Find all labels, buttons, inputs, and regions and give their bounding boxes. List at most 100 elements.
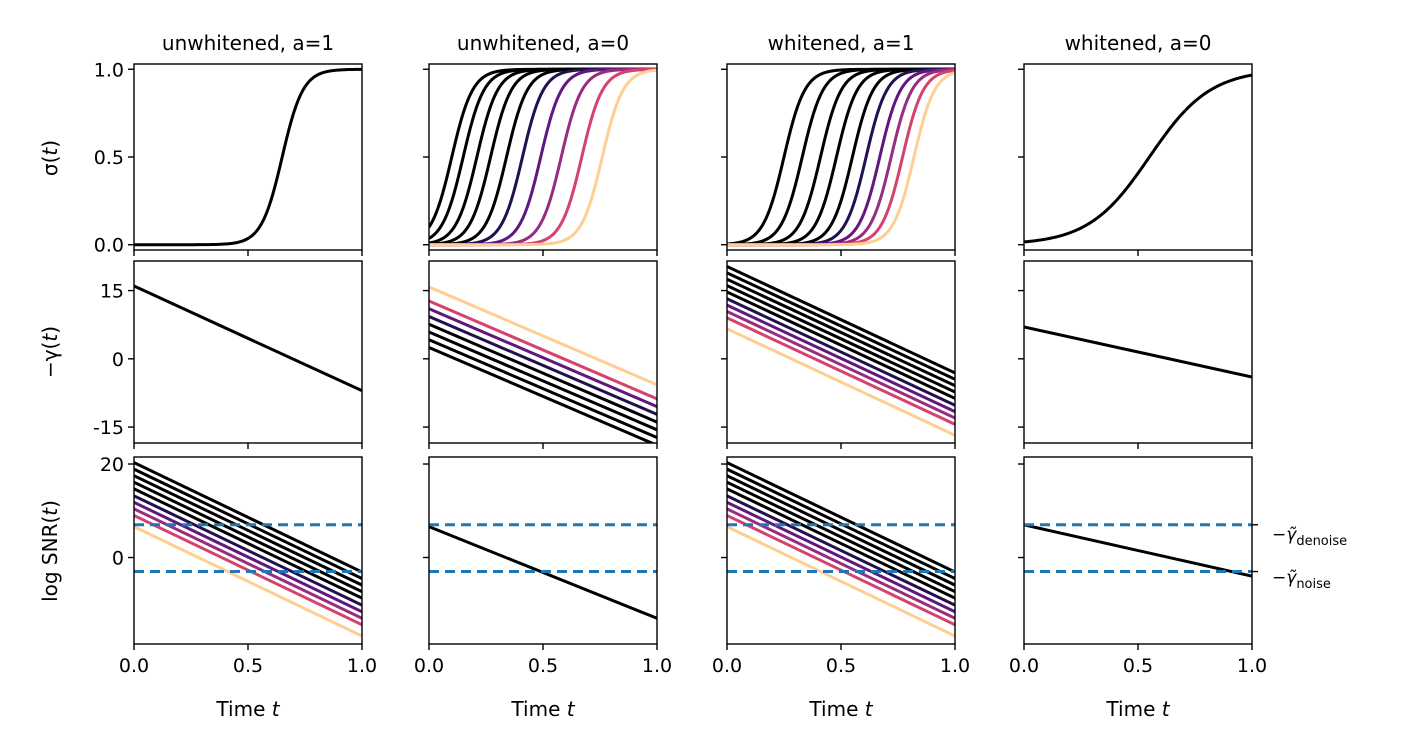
x-tick-label: 0.5 — [1123, 655, 1153, 677]
gamma-denoise-label: −γ̃denoise — [1272, 525, 1347, 549]
series-line — [134, 474, 362, 587]
series-line — [727, 480, 955, 593]
axes-frame — [133, 63, 363, 251]
series-line — [429, 330, 657, 432]
series-line — [134, 507, 362, 620]
row-y-labels: σ(t) −γ(t) log SNR(t) — [38, 140, 62, 602]
x-tick-label: 0.5 — [826, 655, 856, 677]
gamma-noise-label: −γ̃noise — [1272, 568, 1331, 592]
y-label-neg-gamma: −γ(t) — [38, 326, 62, 378]
series-group — [429, 67, 657, 247]
panel-r1-c2 — [423, 63, 658, 256]
series-group — [727, 265, 955, 437]
series-line — [134, 487, 362, 600]
x-label-2: Time t — [510, 697, 575, 721]
y-label-log-snr: log SNR(t) — [38, 500, 62, 602]
sigma-curve — [134, 67, 362, 247]
x-tick-label: 0.0 — [414, 655, 444, 677]
series-line — [1024, 325, 1252, 379]
y-tick-label: 15 — [100, 281, 124, 303]
series-group — [134, 461, 362, 638]
panel-r3-c1: 20 0 0.0 0.5 1.0 — [100, 454, 377, 677]
y-tick-label: 1.0 — [94, 59, 124, 81]
sigma-curve — [429, 68, 657, 247]
column-title-2: unwhitened, a=0 — [457, 31, 629, 55]
column-title-3: whitened, a=1 — [768, 31, 915, 55]
series-group — [1024, 325, 1252, 379]
series-line — [134, 500, 362, 614]
series-group — [429, 285, 657, 443]
series-group — [727, 67, 955, 247]
series-line — [1024, 523, 1252, 578]
x-label-1: Time t — [215, 697, 280, 721]
x-tick-label: 1.0 — [940, 655, 970, 677]
series-line — [727, 487, 955, 600]
y-label-sigma: σ(t) — [38, 140, 62, 176]
series-line — [429, 299, 657, 401]
panel-r2-c1: 15 0 -15 — [93, 260, 363, 449]
y-tick-label: 0.0 — [94, 235, 124, 257]
series-line — [727, 303, 955, 413]
panel-r1-c3 — [721, 63, 956, 256]
series-line — [429, 346, 656, 443]
panel-r3-c2: 0.0 0.5 1.0 — [414, 456, 672, 677]
x-axis-labels: Time t Time t Time t Time t — [215, 697, 1170, 721]
panel-r1-c1: 0.0 0.5 1.0 — [94, 59, 363, 257]
series-line — [727, 474, 955, 587]
panel-r2-c4 — [1018, 260, 1253, 449]
sigma-curve — [727, 71, 955, 247]
series-line — [727, 461, 955, 574]
series-line — [727, 284, 955, 394]
series-line — [134, 284, 362, 393]
y-tick-label: 0 — [112, 349, 124, 371]
column-title-1: unwhitened, a=1 — [162, 31, 334, 55]
series-group — [1024, 73, 1252, 244]
axes-frame — [133, 260, 363, 444]
x-tick-label: 1.0 — [347, 655, 377, 677]
panel-r2-c3 — [721, 260, 956, 449]
y-tick-label: 20 — [100, 454, 124, 476]
series-line — [727, 265, 955, 375]
panel-r1-c4 — [1018, 63, 1253, 256]
sigma-curve — [727, 68, 955, 247]
x-tick-label: 0.0 — [119, 655, 149, 677]
panel-r3-c3: 0.0 0.5 1.0 — [712, 456, 970, 677]
x-tick-label: 0.5 — [233, 655, 263, 677]
column-title-4: whitened, a=0 — [1065, 31, 1212, 55]
series-line — [429, 315, 657, 416]
series-line — [727, 277, 955, 388]
column-titles: unwhitened, a=1 unwhitened, a=0 whitened… — [162, 31, 1212, 55]
x-tick-label: 0.0 — [712, 655, 742, 677]
series-line — [727, 290, 955, 400]
x-tick-label: 0.5 — [528, 655, 558, 677]
axes-frame — [428, 456, 658, 645]
panel-r3-c4: 0.0 0.5 1.0 — [1009, 456, 1267, 677]
series-line — [134, 494, 362, 607]
series-line — [429, 307, 657, 408]
sigma-curve — [1024, 73, 1252, 244]
y-tick-label: 0 — [112, 548, 124, 570]
panel-r2-c2 — [423, 260, 658, 449]
series-group — [727, 461, 955, 638]
series-group — [429, 523, 657, 620]
horizontal-line-labels: −γ̃denoise −γ̃noise — [1272, 525, 1347, 592]
x-tick-label: 1.0 — [1237, 655, 1267, 677]
series-line — [429, 338, 657, 439]
series-line — [727, 494, 955, 607]
y-tick-label: 0.5 — [94, 147, 124, 169]
series-group — [1024, 523, 1252, 578]
series-line — [727, 297, 955, 407]
axes-frame — [1023, 63, 1253, 251]
x-label-4: Time t — [1105, 697, 1170, 721]
x-tick-label: 0.0 — [1009, 655, 1039, 677]
series-line — [727, 271, 955, 381]
x-label-3: Time t — [808, 697, 873, 721]
series-line — [727, 507, 955, 620]
series-line — [727, 500, 955, 614]
x-tick-label: 1.0 — [642, 655, 672, 677]
series-line — [134, 461, 362, 574]
series-line — [134, 525, 362, 638]
series-line — [727, 525, 955, 638]
